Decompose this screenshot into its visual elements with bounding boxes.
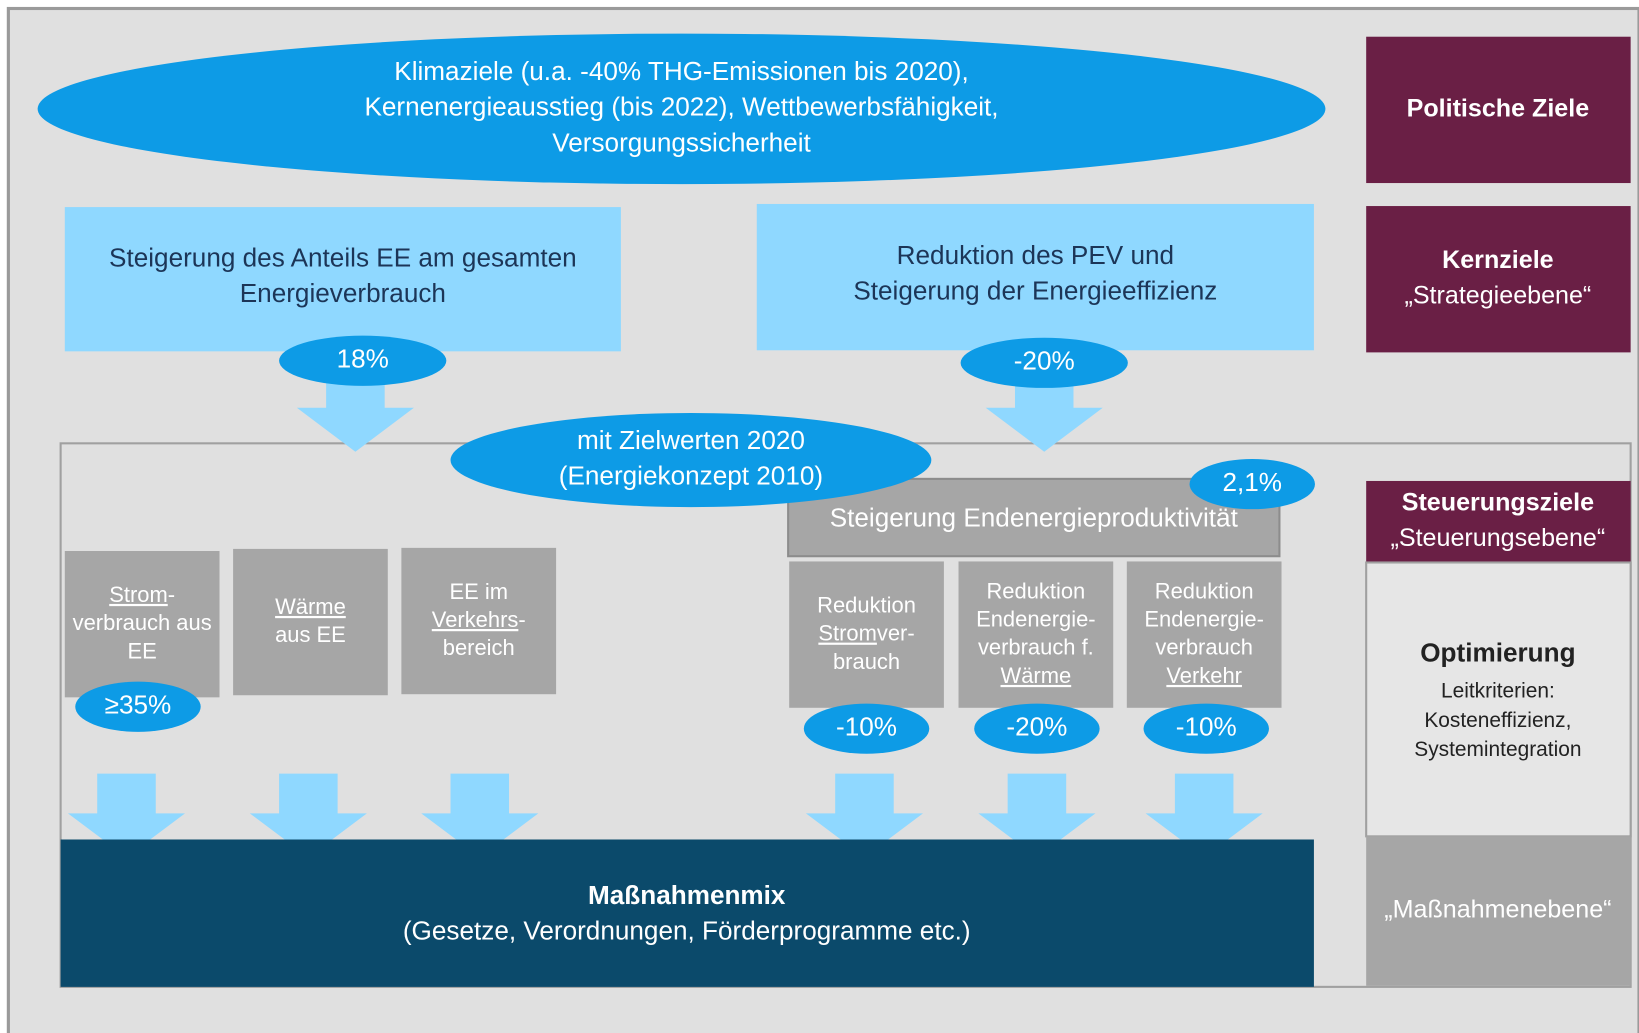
sub-goal-text: EE [128, 638, 157, 663]
target-ellipse [803, 703, 930, 754]
text-segment: Wärme [1001, 663, 1072, 688]
goal-ellipse [37, 33, 1326, 185]
level-text: Leitkriterien: [1441, 680, 1555, 703]
level-title: Optimierung [1420, 637, 1575, 667]
target-value: 18% [337, 344, 389, 374]
target-ellipse [75, 681, 201, 732]
text-segment: bereich [443, 635, 515, 660]
core-goal-text: Energieverbrauch [240, 278, 446, 308]
sub-goal-text: Strom- [109, 582, 175, 607]
level-subtitle: „Strategieebene“ [1404, 282, 1591, 310]
text-segment: Wärme [275, 594, 346, 619]
target-ellipse [960, 337, 1128, 388]
sub-goal-text: Wärme [1001, 663, 1072, 688]
sub-goal-text: Verkehr [1166, 663, 1242, 688]
level-subtitle: „Maßnahmenebene“ [1384, 896, 1611, 924]
level-box [1366, 206, 1631, 353]
sub-goal-text: Verkehrs- [432, 607, 526, 632]
sub-goal-text: Stromver- [818, 620, 914, 645]
text-segment: Verkehrs [432, 607, 519, 632]
sub-goal-text: verbrauch [1155, 635, 1253, 660]
text-segment: aus EE [275, 622, 346, 647]
arrow [421, 773, 539, 858]
level-box [1365, 561, 1632, 838]
text-segment: EE [128, 638, 157, 663]
text-segment: EE im [449, 579, 508, 604]
target-value: -20% [1006, 712, 1067, 742]
level-box [1366, 836, 1631, 986]
level-title: Kernziele [1442, 246, 1554, 274]
text-segment: - [518, 607, 525, 632]
level-text: Kosteneffizienz, [1424, 709, 1571, 732]
target-ellipse [1143, 703, 1269, 754]
sub-goal-box [789, 561, 944, 708]
sub-goal-text: Endenergie- [976, 606, 1096, 631]
level-title: Steuerungsziele [1402, 489, 1594, 517]
target-ellipse [974, 703, 1100, 754]
arrow [249, 773, 367, 858]
core-goal-text: Steigerung der Energieeffizienz [853, 276, 1217, 306]
sub-goal-text: Endenergie- [1144, 606, 1264, 631]
target-value: -20% [1014, 346, 1075, 376]
target-ellipse [1189, 459, 1315, 510]
core-goal-text: Steigerung des Anteils EE am gesamten [109, 242, 577, 272]
goal-text: Kernenergieausstieg (bis 2022), Wettbewe… [364, 92, 998, 122]
sub-goal-text: EE im [449, 579, 508, 604]
measures-subtitle: (Gesetze, Verordnungen, Förderprogramme … [403, 915, 971, 945]
target-value: -10% [836, 712, 897, 742]
level-subtitle: „Steuerungsebene“ [1391, 524, 1606, 552]
note-text: (Energiekonzept 2010) [559, 461, 823, 491]
sub-goal-box [401, 547, 557, 695]
note-text: mit Zielwerten 2020 [577, 425, 805, 455]
text-segment: Strom [818, 620, 877, 645]
sub-goal-box [233, 548, 388, 696]
text-segment: verbrauch aus [73, 610, 212, 635]
text-segment: Reduktion [817, 592, 916, 617]
target-value: -10% [1176, 712, 1237, 742]
target-value: ≥35% [105, 690, 172, 720]
level-text: Systemintegration [1414, 738, 1581, 761]
sub-goal-text: Reduktion [1155, 578, 1254, 603]
core-goal-text: Reduktion des PEV und [897, 240, 1174, 270]
sub-goal-text: bereich [443, 635, 515, 660]
core-goal-box [756, 203, 1314, 351]
target-ellipse [279, 335, 447, 386]
sub-goal-text: verbrauch aus [73, 610, 212, 635]
text-segment: verbrauch f. [978, 635, 1094, 660]
text-segment: Reduktion [1155, 578, 1254, 603]
level-box [1366, 36, 1631, 184]
sub-goal-text: brauch [833, 649, 900, 674]
arrow [1145, 773, 1263, 858]
productivity-label: Steigerung Endenergieproduktivität [830, 503, 1239, 533]
text-segment: brauch [833, 649, 900, 674]
text-segment: Endenergie- [976, 606, 1096, 631]
note-ellipse [450, 413, 932, 508]
text-segment: Reduktion [986, 578, 1085, 603]
goal-text: Klimaziele (u.a. -40% THG-Emissionen bis… [394, 56, 969, 86]
level-box [1366, 480, 1631, 563]
goal-text: Versorgungssicherheit [552, 127, 811, 157]
sub-goal-text: verbrauch f. [978, 635, 1094, 660]
measures-title: Maßnahmenmix [588, 880, 786, 910]
text-segment: Endenergie- [1144, 606, 1264, 631]
text-segment: Strom [109, 582, 168, 607]
sub-goal-box [958, 561, 1114, 708]
text-segment: Verkehr [1166, 663, 1242, 688]
sub-goal-text: Reduktion [986, 578, 1085, 603]
text-segment: - [168, 582, 175, 607]
sub-goal-text: Reduktion [817, 592, 916, 617]
sub-goal-text: aus EE [275, 622, 346, 647]
sub-goal-box [64, 550, 220, 698]
measures-box [60, 839, 1314, 987]
text-segment: verbrauch [1155, 635, 1253, 660]
target-value: 2,1% [1222, 467, 1282, 497]
arrow [985, 381, 1103, 452]
sub-goal-box [1126, 561, 1282, 708]
sub-goal-text: Wärme [275, 594, 346, 619]
text-segment: ver- [877, 620, 915, 645]
level-title: Politische Ziele [1407, 95, 1590, 123]
core-goal-box [64, 207, 621, 352]
